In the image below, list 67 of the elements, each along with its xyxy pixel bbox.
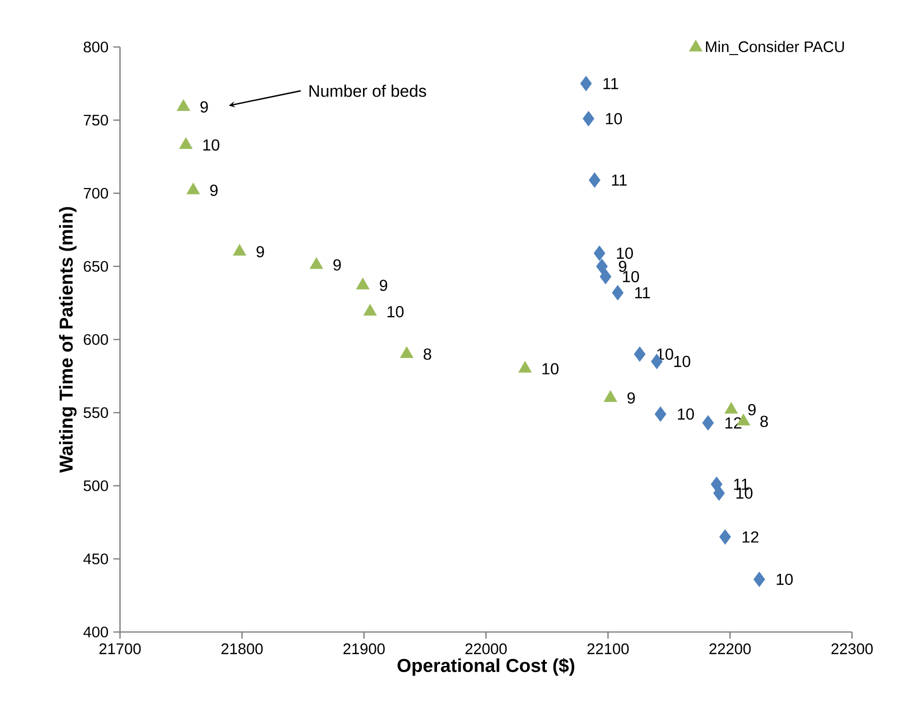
annotation: 10 <box>674 356 690 368</box>
x-tick-label: 22000 <box>465 643 507 654</box>
annotation: 8 <box>760 416 768 428</box>
point <box>356 278 370 290</box>
annotation: 9 <box>618 260 626 272</box>
annotation: 10 <box>616 248 633 259</box>
annotation: 9 <box>333 259 341 271</box>
y-tick-label: 500 <box>84 480 108 492</box>
point <box>186 182 200 194</box>
x-axis-title: Operational Cost ($) <box>398 658 574 676</box>
point <box>176 99 190 111</box>
point <box>713 485 725 501</box>
annotation: 9 <box>200 101 208 113</box>
point <box>702 415 714 430</box>
x-tick-label: 22300 <box>831 643 873 654</box>
point <box>179 137 192 149</box>
x-tick-label: 22200 <box>709 643 751 654</box>
legend-label: Min_Consider PACU <box>706 40 844 56</box>
annotation: 9 <box>748 404 756 416</box>
point <box>596 258 608 274</box>
annotation: 9 <box>210 184 218 196</box>
point <box>310 257 324 269</box>
point <box>612 285 624 300</box>
point <box>754 572 766 587</box>
annotation: 10 <box>388 306 404 318</box>
annotation: 9 <box>627 392 635 404</box>
annotation: 10 <box>542 363 558 374</box>
y-tick-label: 450 <box>83 553 108 564</box>
point <box>600 269 612 284</box>
y-tick-label: 400 <box>83 626 108 638</box>
annotation: 10 <box>678 408 694 420</box>
point <box>724 402 738 414</box>
y-tick-label: 700 <box>84 188 108 199</box>
point <box>719 529 731 545</box>
y-tick-label: 600 <box>84 334 108 345</box>
annotation: 8 <box>424 348 432 360</box>
annotation: 12 <box>742 531 758 543</box>
annotation: 10 <box>203 139 220 151</box>
point <box>400 346 414 358</box>
y-tick-label: 650 <box>84 260 108 272</box>
x-tick-label: 21700 <box>99 643 141 654</box>
point <box>654 406 666 422</box>
point <box>580 76 592 92</box>
point <box>634 346 646 362</box>
y-tick-label: 550 <box>84 407 108 418</box>
point <box>582 111 594 126</box>
annotation: 9 <box>380 280 388 292</box>
y-tick-label: 800 <box>84 42 108 52</box>
point <box>588 172 600 188</box>
x-tick-label: 21800 <box>221 643 263 654</box>
point <box>604 390 618 402</box>
point <box>363 304 377 316</box>
point <box>594 246 606 261</box>
annotation: 10 <box>623 270 640 282</box>
annotation: 11 <box>612 174 627 186</box>
point <box>232 244 246 256</box>
annotation: 10 <box>606 113 622 124</box>
point <box>518 361 532 373</box>
y-tick-label: 750 <box>84 114 108 126</box>
annotation: 11 <box>604 78 618 90</box>
annotation: Number of beds <box>310 84 426 97</box>
x-tick-label: 21900 <box>343 643 385 654</box>
annotation: 9 <box>256 246 264 258</box>
x-tick-label: 22100 <box>587 643 629 654</box>
annotation: 10 <box>776 574 793 586</box>
annotation: 11 <box>635 287 650 298</box>
y-axis-title: Waiting Time of Patients (min) <box>59 207 77 473</box>
